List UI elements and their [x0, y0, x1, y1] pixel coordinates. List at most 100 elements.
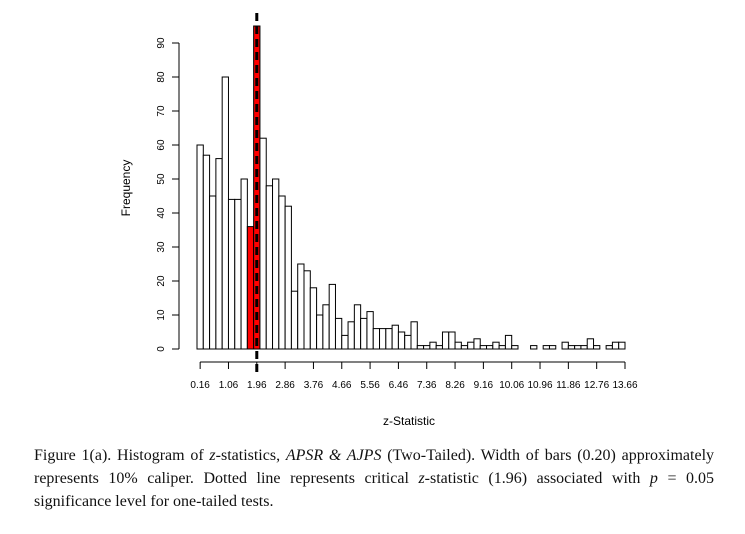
x-axis: 0.16 1.06 1.96 2.86 3.76 4.66 5.56 6.46 7.36 8.26…: [190, 361, 638, 391]
x-tick-label: 9.16: [474, 380, 494, 391]
histogram-bar: [372, 328, 381, 350]
histogram-bar: [303, 270, 311, 350]
histogram-bar: [322, 304, 330, 350]
histogram-bar: [492, 341, 500, 350]
histogram-bar: [379, 328, 387, 350]
histogram-bar: [454, 341, 462, 350]
histogram-bar: [297, 263, 305, 350]
histogram-bar: [196, 144, 204, 350]
x-tick-label: 5.56: [360, 380, 380, 391]
histogram-bar: [272, 178, 280, 350]
histogram-chart: 0 10 20 30 40 50 60 70 80 90 0.16 1.06 1.96 2.86 3.76…: [119, 13, 638, 428]
x-tick-label: 2.86: [275, 380, 295, 391]
histogram-bar: [542, 345, 550, 350]
histogram-bar: [404, 334, 412, 350]
histogram-bar: [347, 321, 355, 350]
x-tick-label: 1.96: [247, 380, 267, 391]
y-tick-label: 90: [156, 37, 167, 49]
y-tick-label: 40: [156, 207, 167, 219]
x-tick-label: 13.66: [612, 380, 637, 391]
histogram-bar: [448, 331, 456, 350]
histogram-bar: [309, 287, 318, 350]
x-tick-label: 6.46: [389, 380, 409, 391]
x-tick-label: 10.06: [499, 380, 524, 391]
histogram-bar: [441, 331, 450, 350]
y-tick-label: 60: [156, 139, 167, 151]
histogram-bar: [234, 198, 242, 350]
caption-journals: APSR & AJPS: [285, 447, 382, 464]
x-tick-label: 8.26: [445, 380, 465, 391]
histogram-bar: [334, 317, 343, 350]
histogram-bar: [611, 341, 620, 350]
histogram-bar-highlighted: [246, 226, 255, 350]
histogram-bar: [316, 314, 324, 350]
histogram-bar: [423, 345, 431, 350]
x-tick-label: 3.76: [304, 380, 324, 391]
histogram-bar: [435, 345, 443, 350]
histogram-bar: [215, 158, 223, 350]
histogram-bar: [479, 345, 488, 350]
y-tick-label: 30: [156, 241, 167, 253]
histogram-bar: [284, 205, 292, 350]
caption-prefix: Figure 1(a). Histogram of: [34, 447, 210, 464]
histogram-bar: [278, 195, 286, 350]
histogram-bar: [548, 345, 557, 350]
histogram-bar: [353, 304, 362, 350]
y-tick-label: 0: [156, 346, 167, 352]
histogram-bar: [467, 341, 475, 350]
histogram-bar: [227, 198, 236, 350]
histogram-bar: [360, 317, 368, 350]
histogram-bar: [290, 290, 299, 350]
histogram-bar: [391, 324, 399, 350]
caption-p-symbol: p: [649, 470, 658, 487]
y-tick-label: 50: [156, 173, 167, 185]
histogram-bar: [410, 321, 418, 350]
x-tick-label: 11.86: [556, 380, 581, 391]
histogram-bar: [265, 185, 274, 350]
histogram-bar: [586, 338, 595, 350]
y-axis-title: Frequency: [119, 160, 133, 217]
histogram-bar: [593, 345, 601, 350]
histogram-bar: [574, 345, 582, 350]
x-tick-label: 0.16: [190, 380, 210, 391]
caption-z-symbol: z: [418, 470, 425, 487]
histogram-bar: [561, 341, 569, 350]
histogram-bar: [580, 345, 588, 350]
histogram-bar: [460, 345, 469, 350]
histogram-bar: [259, 137, 267, 350]
histogram-bar: [416, 345, 425, 350]
histogram-bar: [240, 178, 248, 350]
bars-layer: [196, 25, 626, 350]
x-tick-label: 7.36: [417, 380, 437, 391]
histogram-bar: [221, 76, 229, 350]
y-tick-label: 10: [156, 309, 167, 321]
y-axis: 0 10 20 30 40 50 60 70 80 90: [156, 37, 180, 352]
histogram-bar: [429, 341, 437, 350]
x-tick-label: 12.76: [584, 380, 609, 391]
histogram-bar: [397, 331, 406, 350]
histogram-bar: [498, 345, 506, 350]
caption-z-symbol: z: [209, 447, 216, 464]
histogram-bar: [618, 341, 626, 350]
histogram-bar: [473, 338, 481, 350]
x-tick-label: 1.06: [219, 380, 239, 391]
histogram-bar: [504, 334, 513, 350]
figure-caption: Figure 1(a). Histogram of z-statistics, …: [34, 444, 714, 513]
histogram-bar: [209, 195, 217, 350]
histogram-bar: [366, 311, 374, 350]
y-tick-label: 70: [156, 105, 167, 117]
histogram-bar: [567, 345, 576, 350]
histogram-bar: [328, 283, 336, 350]
histogram-bar: [341, 334, 349, 350]
x-tick-label: 4.66: [332, 380, 352, 391]
y-tick-label: 80: [156, 71, 167, 83]
caption-part4: = 0.05 significance level for one-tailed…: [34, 470, 715, 510]
caption-part1: -statistics,: [215, 447, 286, 464]
histogram-bar: [385, 328, 393, 350]
y-tick-label: 20: [156, 275, 167, 287]
caption-part3: -statistic (1.96) associated with: [424, 470, 650, 487]
histogram-bar: [605, 345, 613, 350]
histogram-bar: [511, 345, 519, 350]
histogram-bar: [486, 345, 494, 350]
x-axis-title: z-Statistic: [383, 414, 435, 428]
